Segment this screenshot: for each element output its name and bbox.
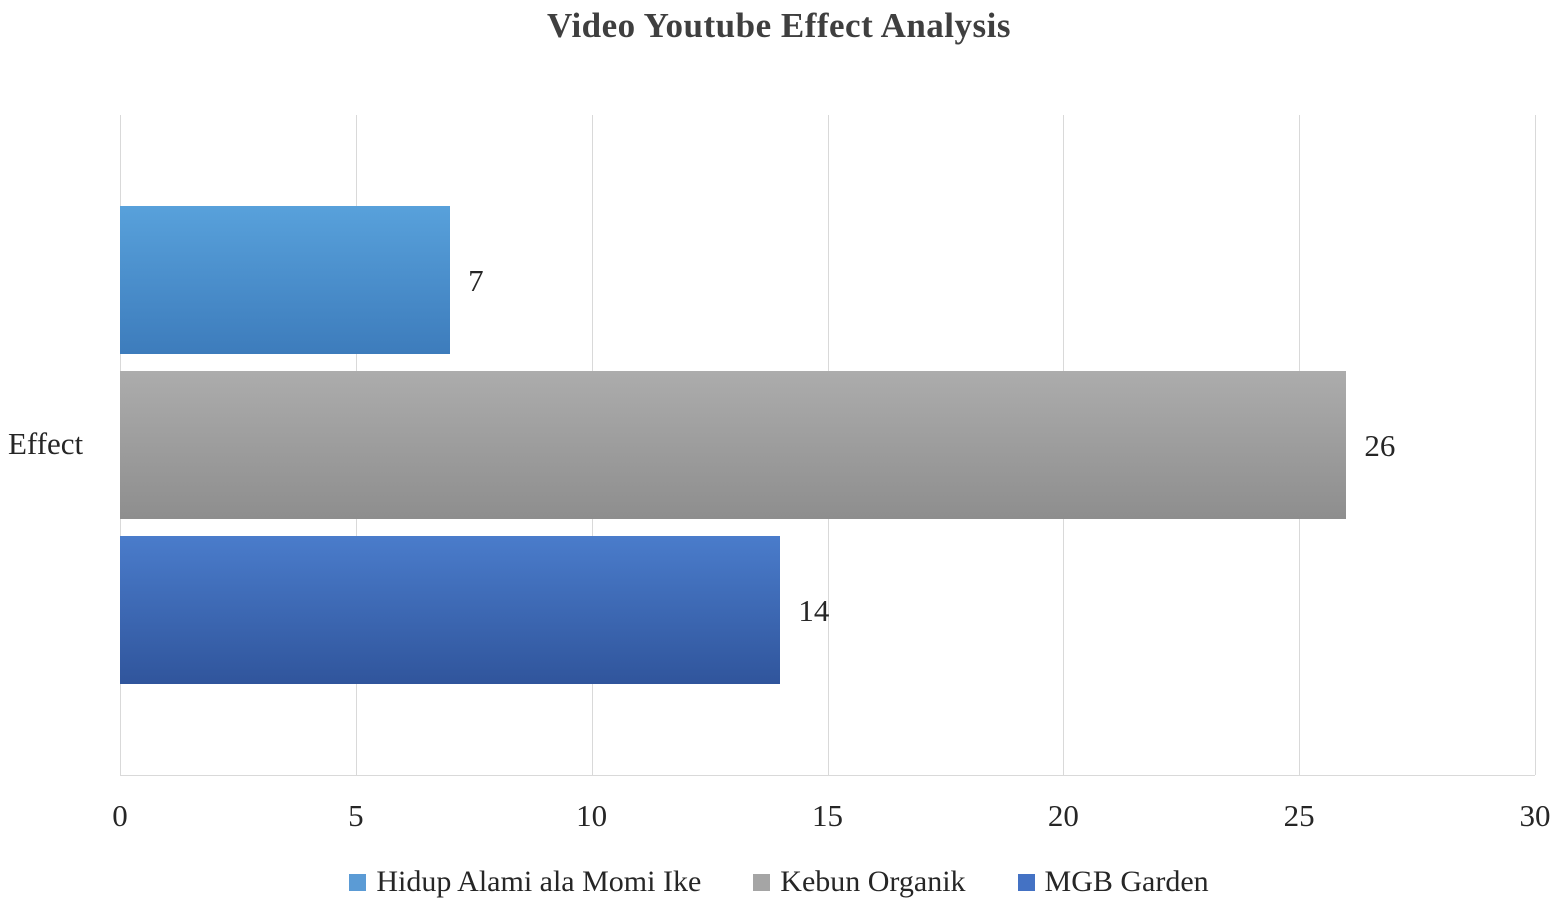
chart-title: Video Youtube Effect Analysis: [546, 6, 1011, 45]
x-tick-label: 20: [1047, 798, 1079, 833]
bar-value-label: 26: [1364, 427, 1396, 463]
bar: [120, 206, 451, 354]
x-tick-label: 10: [576, 798, 608, 833]
bar: [120, 536, 781, 684]
x-tick-label: 15: [812, 798, 843, 833]
legend-item: Kebun Organik: [753, 865, 966, 898]
legend-swatch: [753, 873, 771, 891]
x-tick-label: 5: [348, 798, 364, 833]
x-tick-label: 25: [1283, 798, 1315, 833]
legend-swatch: [349, 873, 367, 891]
bar-row: 14: [120, 536, 1535, 684]
plot-area: 7 26 14: [120, 115, 1536, 776]
x-tick-label: 30: [1519, 798, 1551, 833]
legend-swatch: [1017, 873, 1035, 891]
bar-value-label: 7: [468, 262, 484, 298]
bar: [120, 371, 1347, 519]
legend-label: Hidup Alami ala Momi Ike: [376, 865, 702, 898]
x-tick-label: 0: [112, 798, 128, 833]
legend-label: Kebun Organik: [780, 865, 966, 898]
bar-row: 7: [120, 206, 1535, 354]
legend-label: MGB Garden: [1044, 865, 1209, 898]
legend-item: MGB Garden: [1017, 865, 1209, 898]
bar-row: 26: [120, 371, 1535, 519]
legend-item: Hidup Alami ala Momi Ike: [349, 867, 701, 897]
legend: Hidup Alami ala Momi Ike Kebun Organik MGB…: [0, 862, 1558, 902]
gridline: [1535, 115, 1536, 775]
y-axis-category-label: Effect: [8, 426, 84, 461]
bar-value-label: 14: [798, 592, 830, 628]
